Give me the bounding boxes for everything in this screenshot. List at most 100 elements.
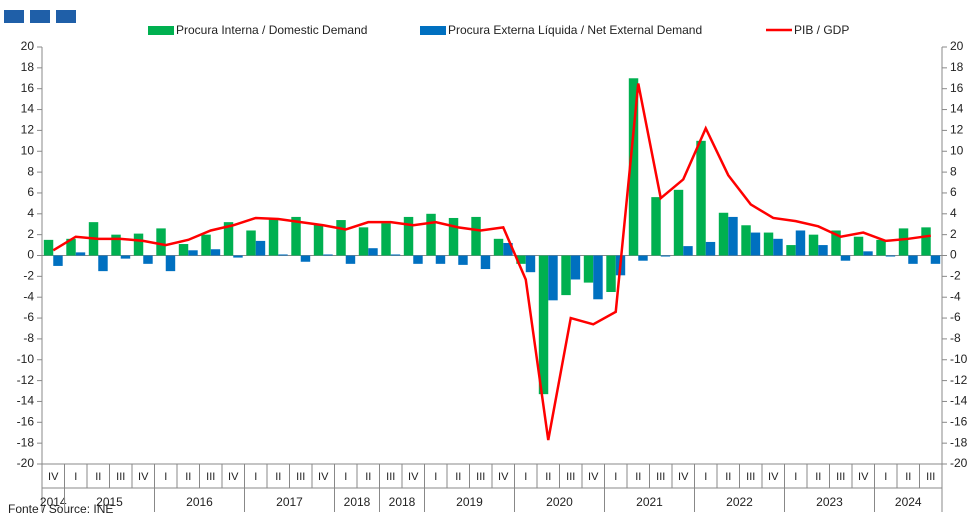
x-tick-label: III — [566, 471, 575, 483]
year-label: 2024 — [895, 495, 922, 509]
x-tick-label: IV — [48, 471, 59, 483]
x-tick-label: IV — [858, 471, 869, 483]
bar — [831, 230, 841, 256]
x-tick-label: II — [905, 471, 911, 483]
x-tick-label: I — [164, 471, 167, 483]
bar — [165, 255, 176, 272]
bar — [660, 255, 671, 257]
year-label: 2016 — [186, 495, 213, 509]
year-label: 2015 — [96, 495, 123, 509]
x-tick-label: II — [185, 471, 191, 483]
x-tick-label: IV — [318, 471, 329, 483]
bar — [885, 255, 896, 257]
x-tick-label: III — [746, 471, 755, 483]
y2-tick-label: 20 — [950, 39, 964, 53]
x-tick-label: I — [434, 471, 437, 483]
bar — [930, 255, 941, 264]
x-tick-label: II — [95, 471, 101, 483]
bar — [516, 255, 526, 264]
y-tick-label: -14 — [17, 394, 35, 408]
bar — [291, 216, 301, 256]
bar — [840, 255, 851, 261]
bar — [863, 251, 873, 256]
bar — [268, 219, 279, 256]
bar — [336, 220, 346, 256]
y2-tick-label: -20 — [950, 456, 968, 470]
y2-tick-label: -6 — [950, 310, 961, 324]
legend-label: PIB / GDP — [794, 23, 849, 37]
bar — [178, 244, 189, 256]
bar — [368, 248, 378, 256]
y-tick-label: 18 — [21, 60, 35, 74]
y2-tick-label: 12 — [950, 123, 964, 137]
bar — [458, 255, 468, 265]
bar — [120, 255, 131, 259]
bar — [795, 230, 806, 256]
bar — [426, 213, 436, 256]
bar — [480, 255, 491, 270]
bar — [538, 255, 549, 395]
y-tick-label: -10 — [17, 352, 35, 366]
year-label: 2018 — [389, 495, 416, 509]
x-tick-label: I — [884, 471, 887, 483]
x-tick-label: III — [476, 471, 485, 483]
y-tick-label: -2 — [23, 269, 34, 283]
x-tick-label: I — [614, 471, 617, 483]
bar — [741, 225, 751, 256]
bar — [683, 246, 693, 256]
y-tick-label: 8 — [27, 164, 34, 178]
y-tick-label: -8 — [23, 331, 34, 345]
year-label: 2017 — [276, 495, 303, 509]
bar — [493, 238, 504, 256]
bar — [323, 254, 333, 256]
bar — [313, 224, 324, 256]
y2-tick-label: 0 — [950, 248, 957, 262]
bar — [908, 255, 918, 264]
bar — [201, 234, 211, 256]
bar — [750, 232, 761, 256]
x-tick-label: II — [545, 471, 551, 483]
bar — [696, 140, 706, 256]
x-tick-label: II — [455, 471, 461, 483]
y-tick-label: 10 — [21, 143, 35, 157]
y-tick-label: -4 — [23, 289, 34, 303]
bar — [583, 255, 594, 283]
y2-tick-label: 6 — [950, 185, 957, 199]
bar — [223, 222, 234, 256]
x-tick-label: IV — [678, 471, 689, 483]
y2-tick-label: -4 — [950, 289, 961, 303]
year-label: 2021 — [636, 495, 663, 509]
bar — [66, 238, 76, 256]
bar — [358, 227, 369, 256]
y-tick-label: -20 — [17, 456, 35, 470]
x-tick-label: IV — [768, 471, 779, 483]
x-tick-label: IV — [138, 471, 149, 483]
year-label: 2019 — [456, 495, 483, 509]
y2-tick-label: 2 — [950, 227, 957, 241]
bar — [300, 255, 311, 262]
bar — [435, 255, 446, 264]
bar — [143, 255, 153, 264]
bar — [98, 255, 108, 272]
y2-tick-label: -18 — [950, 435, 968, 449]
bar — [345, 255, 356, 264]
x-tick-label: IV — [588, 471, 599, 483]
x-tick-label: III — [926, 471, 935, 483]
x-tick-label: I — [794, 471, 797, 483]
year-label: 2022 — [726, 495, 753, 509]
x-tick-label: I — [74, 471, 77, 483]
logo — [56, 10, 76, 23]
bar — [786, 245, 796, 256]
bar — [43, 239, 54, 256]
x-tick-label: IV — [408, 471, 419, 483]
logo — [4, 10, 24, 23]
y2-tick-label: 4 — [950, 206, 957, 220]
y-tick-label: 4 — [27, 206, 34, 220]
bar — [570, 255, 581, 280]
bar — [255, 240, 266, 256]
bar — [210, 249, 221, 256]
x-tick-label: III — [206, 471, 215, 483]
y2-tick-label: 14 — [950, 102, 964, 116]
y2-tick-label: -12 — [950, 373, 968, 387]
